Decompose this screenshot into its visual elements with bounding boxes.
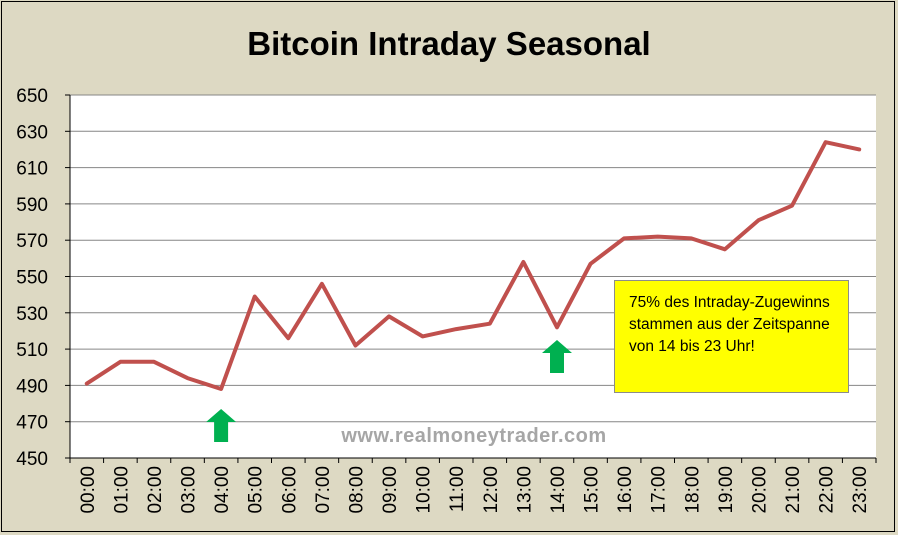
x-tick-label: 00:00 [78,466,99,514]
y-tick-label: 550 [16,268,48,289]
x-tick-label: 03:00 [179,466,200,514]
x-axis-ticks: 00:00 01:00 02:00 03:00 04:00 05:00 06:00 07:00… [78,466,871,514]
x-tick-label: 21:00 [783,466,804,514]
y-tick-label: 610 [16,159,48,180]
x-tick-label: 01:00 [111,466,132,514]
x-tick-label: 20:00 [749,466,770,514]
x-tick-label: 14:00 [548,466,569,514]
x-tick-label: 02:00 [145,466,166,514]
y-axis-ticks: 450 470 490 510 530 550 570 590 610 630 650 [16,86,48,470]
watermark: www.realmoneytrader.com [340,425,606,447]
x-tick-label: 11:00 [447,466,468,512]
x-tick-label: 08:00 [346,466,367,514]
annotation-note: 75% des Intraday-Zugewinns stammen aus d… [614,280,849,393]
chart-title: Bitcoin Intraday Seasonal [247,25,650,62]
x-tick-label: 07:00 [313,466,334,514]
y-tick-label: 590 [16,195,48,216]
x-tick-label: 09:00 [380,466,401,514]
y-tick-label: 490 [16,376,48,397]
x-tick-label: 10:00 [414,466,435,514]
x-tick-label: 23:00 [850,466,871,514]
up-arrow-icon [206,409,237,442]
axes [65,94,877,463]
y-tick-label: 510 [16,340,48,361]
x-tick-label: 15:00 [582,466,603,514]
y-tick-label: 530 [16,304,48,325]
x-tick-label: 06:00 [279,466,300,514]
y-tick-label: 650 [16,86,48,107]
x-tick-label: 19:00 [716,466,737,514]
series-line [84,140,862,391]
y-tick-label: 630 [16,122,48,143]
x-tick-label: 05:00 [246,466,267,514]
x-tick-label: 13:00 [514,466,535,514]
x-tick-label: 22:00 [817,466,838,514]
y-tick-label: 570 [16,231,48,252]
y-tick-label: 450 [16,449,48,470]
y-tick-label: 470 [16,413,48,434]
x-tick-label: 16:00 [615,466,636,514]
x-tick-label: 12:00 [481,466,502,514]
x-tick-label: 18:00 [682,466,703,514]
x-tick-label: 04:00 [212,466,233,514]
arrow-markers [206,340,572,442]
up-arrow-icon [542,340,572,373]
x-tick-label: 17:00 [649,466,670,514]
series-layer [84,140,862,391]
